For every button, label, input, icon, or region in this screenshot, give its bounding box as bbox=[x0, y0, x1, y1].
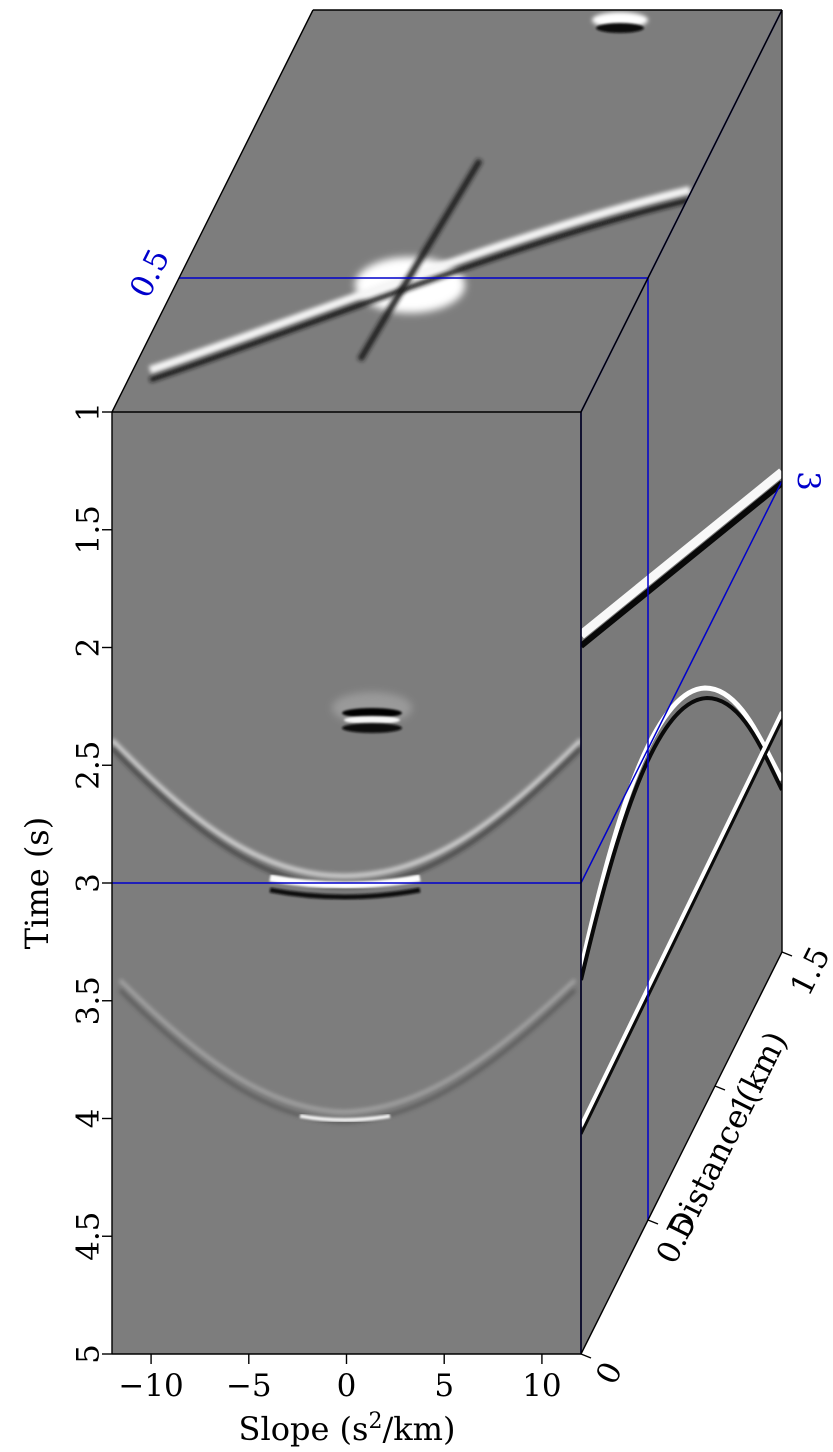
focused-event-2.3s bbox=[332, 692, 412, 733]
slope-tick-label: 10 bbox=[522, 1368, 561, 1404]
slope-axis-title: Slope (s2/km) bbox=[239, 1409, 456, 1448]
hyperbola-event-4s bbox=[118, 978, 577, 1124]
side-linear-event bbox=[581, 468, 782, 649]
distance-tick-mark bbox=[714, 1085, 726, 1091]
top-cross-event bbox=[148, 158, 691, 383]
distance-tick-mark bbox=[647, 1219, 659, 1225]
time-tick-label: 4.5 bbox=[71, 1212, 107, 1261]
time-slice-line-side bbox=[580, 480, 783, 884]
time-tick-label: 2.5 bbox=[71, 741, 107, 790]
slope-tick-label: 0 bbox=[337, 1368, 357, 1404]
frame-edge bbox=[111, 9, 314, 413]
distance-tick-mark bbox=[781, 951, 793, 957]
slope-tick-label: 5 bbox=[434, 1368, 454, 1404]
time-tick-label: 5 bbox=[71, 1344, 107, 1364]
distance-tick-label: 1.5 bbox=[784, 941, 833, 1001]
distance-tick-mark bbox=[580, 1353, 592, 1359]
distance-tick-label: 0 bbox=[589, 1356, 630, 1390]
time-tick-label: 4 bbox=[71, 1109, 107, 1129]
side-linear-event-deep bbox=[581, 711, 782, 1135]
time-axis-title: Time (s) bbox=[18, 817, 56, 949]
time-tick-label: 2 bbox=[71, 638, 107, 658]
cube-frame bbox=[111, 9, 783, 1355]
frame-edge bbox=[580, 9, 783, 413]
slope-tick-label: −5 bbox=[226, 1368, 272, 1404]
frame-edge bbox=[580, 951, 783, 1355]
top-spot-event bbox=[592, 12, 648, 33]
hyperbola-event-3s bbox=[112, 738, 581, 900]
time-tick-label: 1.5 bbox=[71, 505, 107, 554]
time-slice-value: 3 bbox=[790, 471, 826, 491]
time-tick-label: 3.5 bbox=[71, 976, 107, 1025]
time-tick-label: 1 bbox=[71, 402, 107, 422]
slope-tick-label: −10 bbox=[118, 1368, 183, 1404]
time-tick-label: 3 bbox=[71, 873, 107, 893]
distance-slice-value: 0.5 bbox=[123, 243, 177, 303]
side-curved-event bbox=[581, 685, 782, 981]
